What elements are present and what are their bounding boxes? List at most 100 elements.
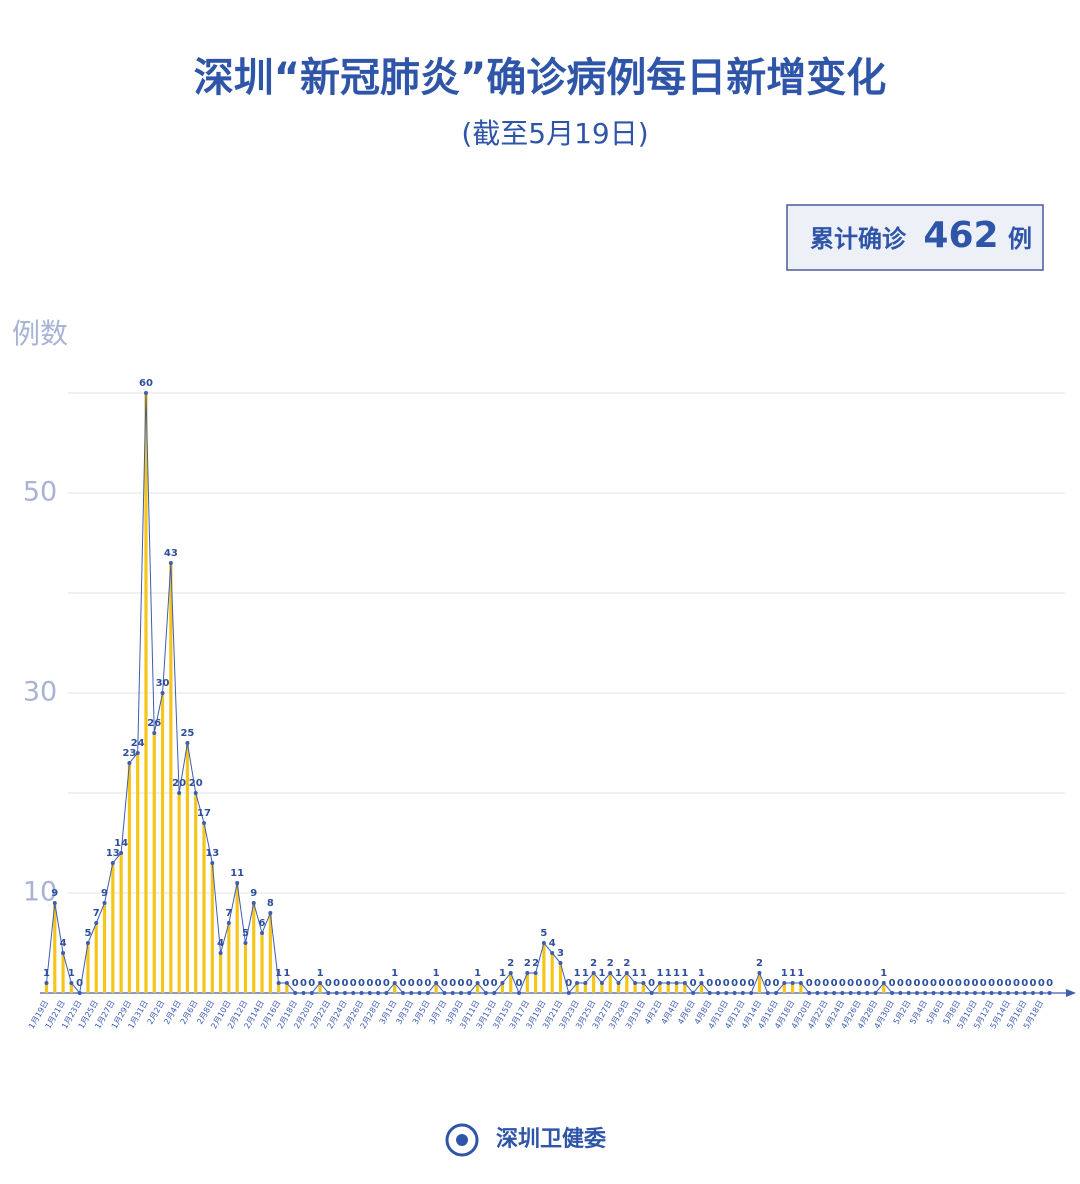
data-label: 1 bbox=[433, 968, 440, 979]
logo bbox=[445, 1123, 479, 1157]
point bbox=[790, 981, 795, 985]
bar bbox=[177, 793, 181, 993]
point bbox=[400, 991, 405, 995]
data-label: 0 bbox=[822, 978, 829, 989]
point bbox=[160, 691, 165, 695]
bar bbox=[757, 973, 762, 993]
data-label: 1 bbox=[598, 968, 605, 979]
data-label: 11 bbox=[230, 868, 244, 879]
x-axis-arrow bbox=[1066, 989, 1076, 997]
data-label: 2 bbox=[532, 958, 539, 969]
data-label: 0 bbox=[408, 978, 415, 989]
y-tick-label: 30 bbox=[23, 677, 57, 708]
data-label: 13 bbox=[205, 848, 219, 859]
bar bbox=[44, 983, 49, 993]
data-label: 1 bbox=[665, 968, 672, 979]
y-tick-label: 10 bbox=[23, 877, 57, 908]
data-label: 0 bbox=[1046, 978, 1053, 989]
data-label: 0 bbox=[333, 978, 340, 989]
data-label: 0 bbox=[1005, 978, 1012, 989]
data-label: 1 bbox=[474, 968, 481, 979]
point bbox=[657, 981, 662, 985]
point bbox=[467, 991, 472, 995]
point bbox=[939, 991, 944, 995]
data-label: 5 bbox=[84, 928, 91, 939]
data-label: 1 bbox=[317, 968, 324, 979]
bar bbox=[127, 763, 131, 993]
source: 深圳卫健委 bbox=[496, 1126, 606, 1152]
point bbox=[873, 991, 878, 995]
data-label: 0 bbox=[806, 978, 813, 989]
data-label: 7 bbox=[225, 908, 232, 919]
bar bbox=[625, 973, 629, 993]
point bbox=[989, 991, 994, 995]
data-label: 5 bbox=[540, 928, 547, 939]
point bbox=[807, 991, 812, 995]
bar bbox=[683, 983, 687, 993]
point bbox=[616, 981, 621, 985]
bar bbox=[782, 983, 786, 993]
point bbox=[707, 991, 712, 995]
total-unit: 例 bbox=[1008, 225, 1032, 253]
data-label: 30 bbox=[156, 678, 170, 689]
point bbox=[956, 991, 961, 995]
data-label: 0 bbox=[1021, 978, 1028, 989]
data-label: 1 bbox=[499, 968, 506, 979]
point bbox=[44, 981, 49, 985]
point bbox=[832, 991, 837, 995]
bar bbox=[550, 953, 554, 993]
data-label: 0 bbox=[731, 978, 738, 989]
data-label: 0 bbox=[458, 978, 465, 989]
data-label: 4 bbox=[217, 938, 224, 949]
point bbox=[898, 991, 903, 995]
point bbox=[1014, 991, 1019, 995]
point bbox=[334, 991, 339, 995]
bar bbox=[393, 983, 397, 993]
bar bbox=[699, 983, 704, 993]
data-label: 2 bbox=[756, 958, 763, 969]
y-axis-label: 例数 bbox=[12, 317, 68, 350]
total-box bbox=[786, 204, 1044, 271]
chart-subtitle: (截至5月19日) bbox=[461, 117, 648, 150]
data-label: 0 bbox=[897, 978, 904, 989]
data-label: 25 bbox=[180, 728, 194, 739]
data-label: 0 bbox=[375, 978, 382, 989]
data-label: 1 bbox=[640, 968, 647, 979]
data-label: 4 bbox=[60, 938, 67, 949]
data-label: 0 bbox=[905, 978, 912, 989]
bar bbox=[86, 943, 90, 993]
bar bbox=[633, 983, 637, 993]
bar bbox=[534, 973, 538, 993]
point bbox=[102, 901, 107, 905]
point bbox=[641, 981, 646, 985]
data-label: 0 bbox=[441, 978, 448, 989]
point bbox=[235, 881, 240, 885]
point bbox=[94, 921, 99, 925]
data-label: 3 bbox=[557, 948, 564, 959]
point bbox=[782, 981, 787, 985]
point bbox=[409, 991, 414, 995]
bar bbox=[434, 983, 438, 993]
data-label: 0 bbox=[424, 978, 431, 989]
data-label: 1 bbox=[391, 968, 398, 979]
bar bbox=[160, 693, 165, 993]
bar bbox=[202, 823, 206, 993]
point bbox=[923, 991, 928, 995]
data-label: 24 bbox=[131, 738, 145, 749]
point bbox=[442, 991, 447, 995]
data-label: 1 bbox=[574, 968, 581, 979]
bar bbox=[235, 883, 239, 993]
point bbox=[152, 731, 157, 735]
bar bbox=[500, 983, 505, 993]
data-label: 0 bbox=[1038, 978, 1045, 989]
data-label: 43 bbox=[164, 548, 178, 559]
bar bbox=[575, 983, 579, 993]
point bbox=[260, 931, 265, 935]
data-label: 20 bbox=[189, 778, 203, 789]
point bbox=[757, 971, 762, 975]
point bbox=[251, 901, 256, 905]
point bbox=[326, 991, 331, 995]
data-label: 2 bbox=[623, 958, 630, 969]
data-label: 0 bbox=[325, 978, 332, 989]
